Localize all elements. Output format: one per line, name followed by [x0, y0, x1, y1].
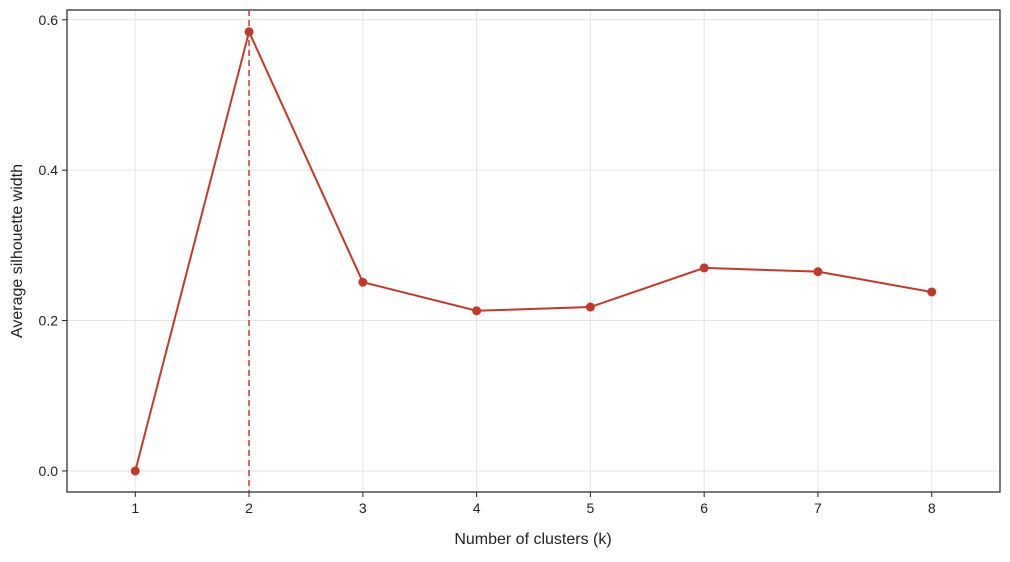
plot-frame	[66, 9, 1001, 493]
y-tick-label: 0.4	[39, 162, 59, 178]
x-tick-label: 8	[928, 500, 936, 516]
x-tick-label: 2	[245, 500, 253, 516]
y-tick-label: 0.6	[39, 12, 59, 28]
point	[813, 267, 823, 277]
x-tick-label: 4	[473, 500, 481, 516]
x-tick-label: 6	[700, 500, 708, 516]
y-tick-label: 0.0	[39, 463, 59, 479]
y-axis-label: Average silhouette width	[9, 164, 26, 338]
y-tick-label: 0.2	[39, 313, 59, 329]
x-tick-label: 3	[359, 500, 367, 516]
x-tick-label: 5	[586, 500, 594, 516]
x-tick-label: 1	[131, 500, 139, 516]
point	[585, 302, 595, 312]
series-line	[134, 28, 932, 472]
point	[927, 287, 937, 297]
x-axis-label: Number of clusters (k)	[454, 531, 611, 548]
point	[472, 306, 482, 316]
point	[244, 27, 254, 37]
point	[130, 466, 140, 476]
x-tick-label: 7	[814, 500, 822, 516]
point	[358, 277, 368, 287]
point	[699, 263, 709, 273]
